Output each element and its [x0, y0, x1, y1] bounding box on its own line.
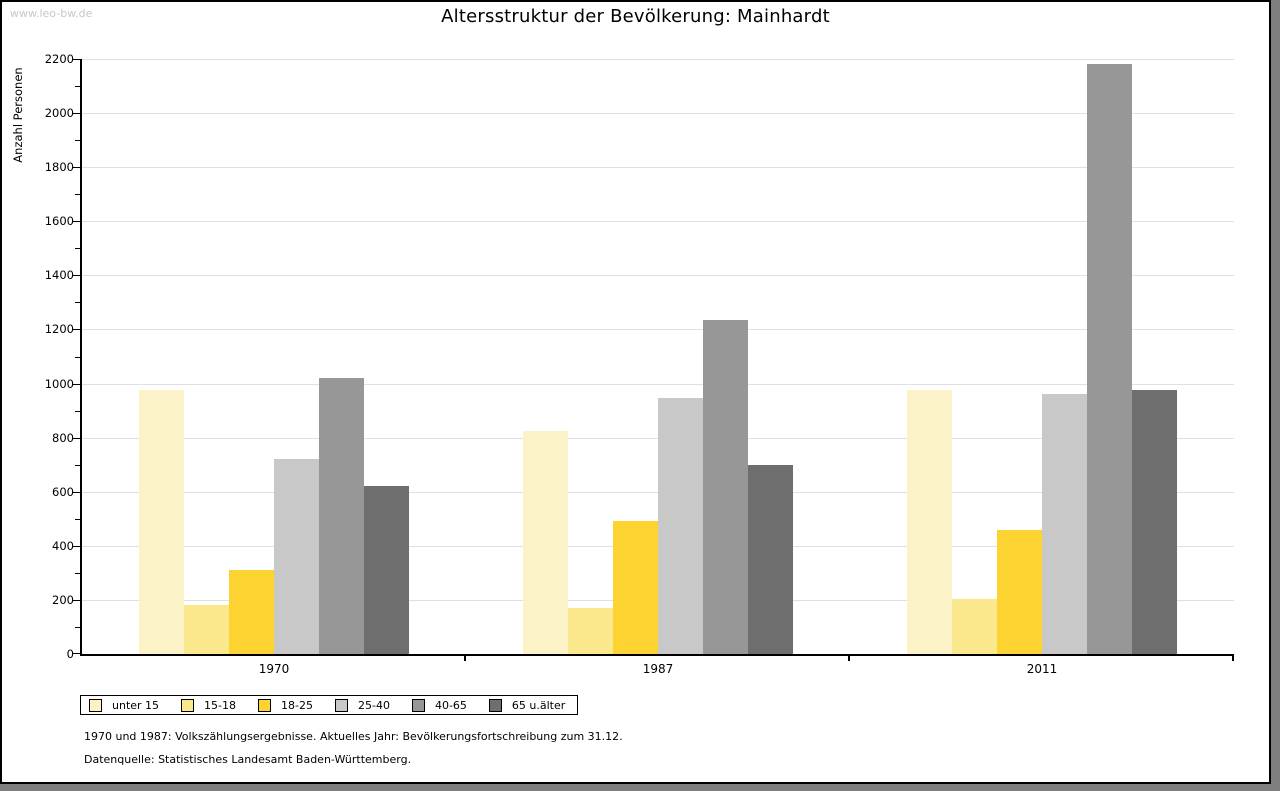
y-major-tick-400 [73, 546, 80, 547]
chart-title: Altersstruktur der Bevölkerung: Mainhard… [441, 6, 830, 27]
bar-2011-65-u-lter [1132, 390, 1177, 654]
x-category-label-1970: 1970 [258, 662, 290, 676]
bar-1987-65-u-lter [748, 465, 793, 654]
legend-swatch-40-65 [411, 698, 425, 712]
legend-item-25-40: 25-40 [334, 698, 390, 712]
legend-label-65-u-lter: 65 u.älter [511, 698, 566, 712]
y-tick-label-600: 600 [52, 485, 74, 499]
bar-1987-40-65 [703, 320, 748, 654]
plot-area: 0 200 400 600 800 1000 1200 1400 1600 1800 2000 220… [45, 52, 1234, 676]
legend: unter 15 15-18 18-25 25-40 40-65 65 u.älter [80, 695, 579, 715]
bar-1987-18-25 [613, 521, 658, 654]
bar-1970-15-18 [184, 605, 229, 654]
y-axis-title: Anzahl Personen [11, 67, 25, 163]
y-tick-label-1000: 1000 [44, 377, 74, 391]
y-minor-tick-700 [75, 465, 80, 466]
y-minor-tick-1700 [75, 194, 80, 195]
y-major-tick-800 [73, 438, 80, 439]
footnote-data-source: Datenquelle: Statistisches Landesamt Bad… [84, 753, 412, 766]
y-major-tick-200 [73, 600, 80, 601]
gridline-1800 [82, 167, 1234, 168]
bar-1987-15-18 [568, 608, 613, 654]
y-major-tick-2200 [73, 59, 80, 60]
legend-swatch-unter-15 [89, 698, 102, 712]
legend-item-unter-15: unter 15 [89, 698, 160, 712]
y-minor-tick-1500 [75, 248, 80, 249]
y-minor-tick-900 [75, 411, 80, 412]
gridline-2200 [82, 59, 1234, 60]
y-major-tick-1000 [73, 384, 80, 385]
y-major-tick-1400 [73, 275, 80, 276]
bar-1970-unter-15 [139, 390, 184, 654]
y-major-tick-2000 [73, 113, 80, 114]
bar-1970-65-u-lter [364, 486, 409, 654]
y-tick-label-400: 400 [52, 539, 74, 553]
y-major-tick-600 [73, 492, 80, 493]
y-minor-tick-100 [75, 627, 80, 628]
gridline-1200 [82, 329, 1234, 330]
legend-label-18-25: 18-25 [281, 698, 313, 712]
legend-label-40-65: 40-65 [434, 698, 467, 712]
y-major-tick-1200 [73, 329, 80, 330]
x-category-label-2011: 2011 [1026, 662, 1058, 676]
bar-1970-18-25 [229, 570, 274, 654]
watermark: www.leo-bw.de [10, 7, 93, 20]
y-minor-tick-2100 [75, 86, 80, 87]
y-minor-tick-1300 [75, 302, 80, 303]
y-tick-label-1800: 1800 [44, 160, 74, 174]
y-tick-label-200: 200 [52, 593, 74, 607]
y-minor-tick-1100 [75, 357, 80, 358]
bar-1970-40-65 [319, 378, 364, 654]
bar-1987-25-40 [658, 398, 703, 654]
legend-label-25-40: 25-40 [357, 698, 390, 712]
y-tick-label-1200: 1200 [44, 322, 74, 336]
x-category-label-1987: 1987 [642, 662, 674, 676]
bar-1970-25-40 [274, 459, 319, 654]
bar-2011-40-65 [1087, 64, 1132, 654]
y-tick-label-2000: 2000 [44, 106, 74, 120]
gridline-2000 [82, 113, 1234, 114]
y-minor-tick-1900 [75, 140, 80, 141]
bar-2011-unter-15 [907, 390, 952, 654]
x-axis-tick-3 [1232, 656, 1234, 661]
bar-2011-15-18 [952, 599, 997, 654]
legend-item-15-18: 15-18 [181, 698, 237, 712]
gridline-1000 [82, 384, 1234, 385]
legend-swatch-15-18 [181, 698, 195, 712]
legend-swatch-18-25 [258, 698, 272, 712]
legend-item-65-u-lter: 65 u.älter [488, 698, 566, 712]
y-major-tick-0 [73, 653, 80, 654]
legend-swatch-65-u-lter [488, 698, 502, 712]
legend-item-18-25: 18-25 [258, 698, 313, 712]
gridline-1400 [82, 275, 1234, 276]
gridline-1600 [82, 221, 1234, 222]
y-tick-label-800: 800 [52, 431, 74, 445]
y-minor-tick-300 [75, 573, 80, 574]
bar-1987-unter-15 [523, 431, 568, 654]
legend-swatch-25-40 [334, 698, 348, 712]
y-major-tick-1600 [73, 221, 80, 222]
y-tick-label-1400: 1400 [44, 268, 74, 282]
legend-label-15-18: 15-18 [204, 698, 237, 712]
legend-label-unter-15: unter 15 [112, 698, 160, 712]
x-axis-tick-2 [848, 656, 850, 661]
y-major-tick-1800 [73, 167, 80, 168]
y-tick-label-1600: 1600 [44, 214, 74, 228]
y-tick-label-2200: 2200 [44, 52, 74, 66]
x-axis-tick-1 [464, 656, 466, 661]
bar-2011-25-40 [1042, 394, 1087, 654]
y-minor-tick-500 [75, 519, 80, 520]
y-tick-label-0: 0 [66, 647, 74, 661]
bar-2011-18-25 [997, 530, 1042, 654]
legend-item-40-65: 40-65 [411, 698, 467, 712]
footnote-method-note: 1970 und 1987: Volkszählungsergebnisse. … [84, 730, 623, 743]
